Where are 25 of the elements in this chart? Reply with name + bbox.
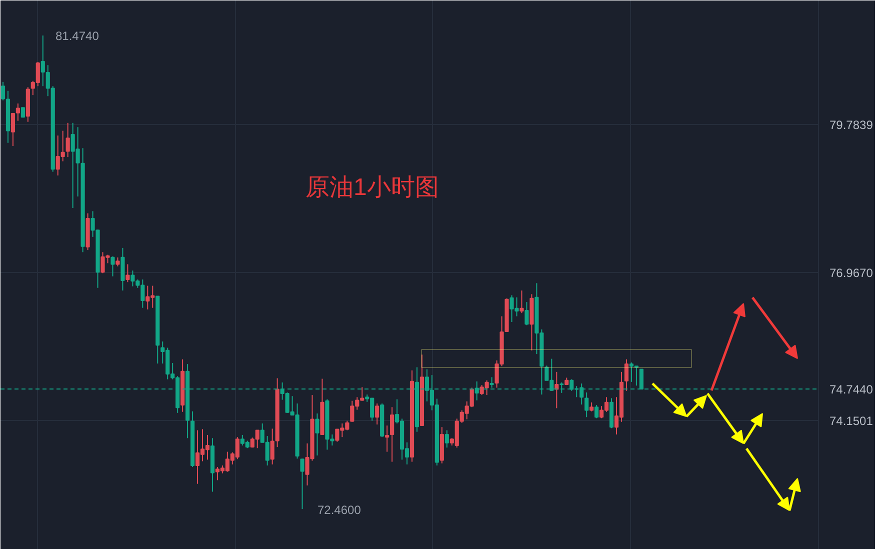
y-tick-label: 79.7839 <box>830 118 874 132</box>
annotation: 81.4740 <box>56 29 100 43</box>
candlestick <box>315 412 320 456</box>
candlestick <box>120 247 125 291</box>
candlestick <box>584 392 589 418</box>
candlestick <box>300 458 304 510</box>
text: 原油1小时图 <box>306 174 439 201</box>
candlestick <box>126 264 130 283</box>
candlestick <box>594 404 599 419</box>
candlestick <box>0 81 6 101</box>
candlestick <box>390 406 394 462</box>
candlestick <box>444 430 449 448</box>
candlestick <box>375 402 380 425</box>
y-tick-label: 76.9670 <box>830 266 874 280</box>
candlestick <box>524 302 529 326</box>
candlestick <box>66 122 70 158</box>
candlestick <box>385 425 390 452</box>
ref-line-label: 74.7440 <box>830 382 874 397</box>
candlestick <box>110 256 115 277</box>
candlestick <box>624 358 629 392</box>
y-tick-label: 74.1501 <box>830 414 874 428</box>
candlestick <box>554 371 559 409</box>
candlestick <box>520 290 524 314</box>
annotation: 72.4600 <box>318 503 362 517</box>
candlestick <box>20 107 25 118</box>
